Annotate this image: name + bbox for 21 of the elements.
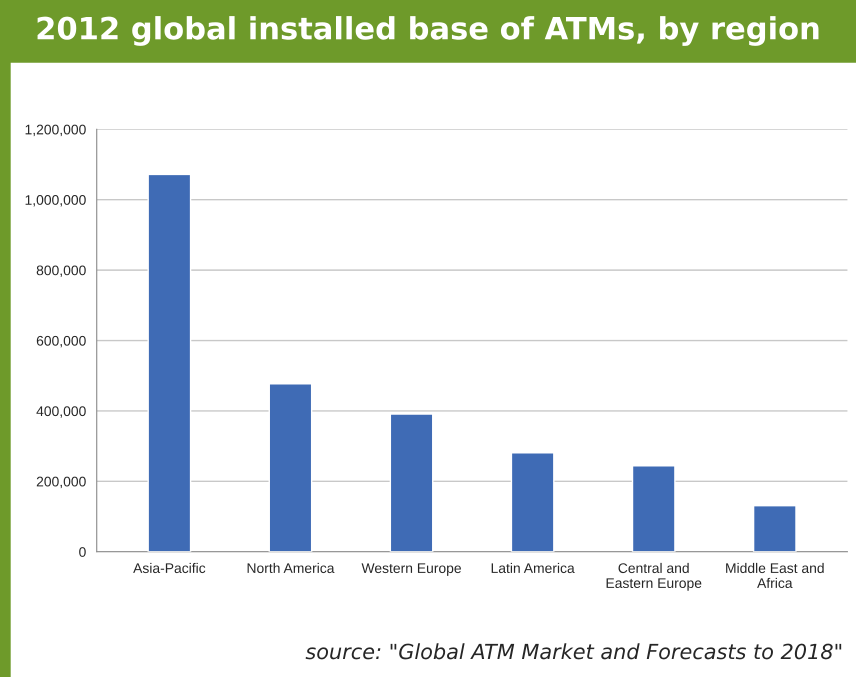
y-tick-label: 400,000 xyxy=(36,406,86,418)
bar xyxy=(752,504,797,552)
x-tick-label: North America xyxy=(248,562,334,574)
y-tick-label: 800,000 xyxy=(36,265,86,277)
x-tick-label: Middle East and Africa xyxy=(726,562,824,588)
y-tick-label: 1,000,000 xyxy=(26,195,86,207)
x-tick-label: Western Europe xyxy=(362,563,461,576)
bar xyxy=(147,174,192,552)
chart-title: 2012 global installed base of ATMs, by region xyxy=(38,16,818,46)
source-note: source: "Global ATM Market and Forecasts to 2018" xyxy=(306,643,842,660)
x-tick-label: Latin America xyxy=(492,562,575,574)
x-tick-label: Central and Eastern Europe xyxy=(606,562,702,591)
x-tick-label: Asia-Pacific xyxy=(133,562,206,574)
y-tick-label: 600,000 xyxy=(36,336,86,348)
bar xyxy=(510,452,555,552)
y-tick-label: 0 xyxy=(79,547,86,557)
bar xyxy=(390,413,434,552)
bar xyxy=(268,383,312,552)
y-tick-label: 1,200,000 xyxy=(26,124,86,136)
bar xyxy=(632,465,676,552)
y-tick-label: 200,000 xyxy=(36,476,86,488)
